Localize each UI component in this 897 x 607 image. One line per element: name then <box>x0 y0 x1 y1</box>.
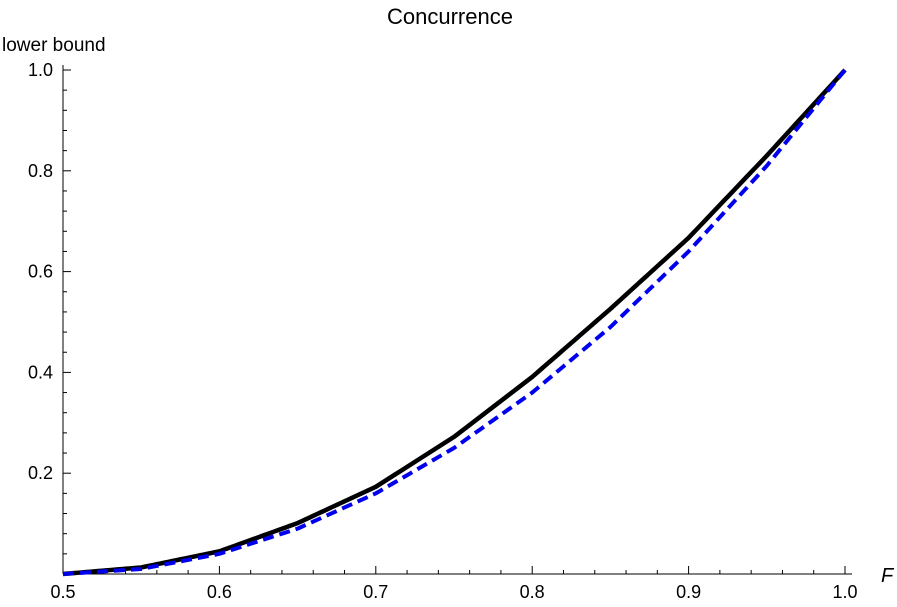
y-tick-label: 0.4 <box>28 362 53 382</box>
x-axis-label: F <box>881 565 895 587</box>
y-tick-label: 0.6 <box>28 262 53 282</box>
series-line-dashed <box>62 68 847 576</box>
x-tick-label: 0.9 <box>676 582 701 602</box>
axes: 0.5 0.6 0.7 0.8 0.9 1.0 0.2 0.4 0.6 0.8 1.0 <box>28 60 858 602</box>
y-axis-label: lower bound <box>2 35 106 56</box>
series-layer <box>62 68 847 577</box>
y-tick-label: 1.0 <box>28 60 53 80</box>
chart-title: Concurrence <box>387 4 513 29</box>
x-tick-label: 0.6 <box>207 582 232 602</box>
y-tick-label: 0.2 <box>28 463 53 483</box>
y-tick-label: 0.8 <box>28 161 53 181</box>
x-tick-label: 0.8 <box>520 582 545 602</box>
series-line-solid <box>62 68 847 577</box>
x-tick-label: 0.7 <box>363 582 388 602</box>
x-tick-label: 1.0 <box>832 582 857 602</box>
x-tick-label: 0.5 <box>50 582 75 602</box>
